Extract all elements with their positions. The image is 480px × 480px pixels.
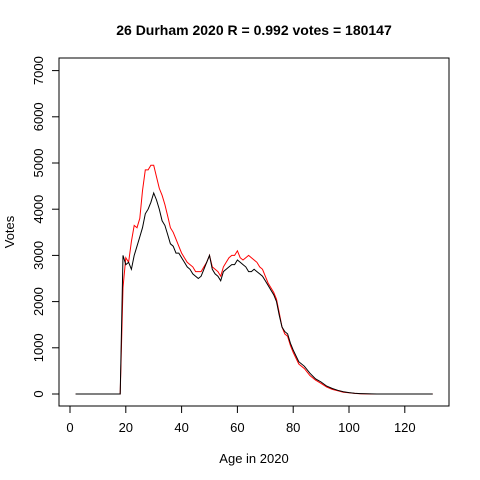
- chart-title: 26 Durham 2020 R = 0.992 votes = 180147: [116, 22, 392, 38]
- x-axis-label: Age in 2020: [219, 451, 288, 466]
- x-axis: 0 20 40 60 80 100 120: [66, 406, 416, 435]
- x-tick-label: 60: [230, 420, 244, 435]
- y-tick-label: 5000: [31, 149, 46, 178]
- y-tick-label: 3000: [31, 241, 46, 270]
- x-tick-label: 40: [174, 420, 188, 435]
- y-tick-label: 0: [31, 390, 46, 397]
- x-tick-label: 20: [119, 420, 133, 435]
- x-tick-label: 120: [394, 420, 416, 435]
- y-tick-label: 2000: [31, 287, 46, 316]
- y-tick-label: 4000: [31, 195, 46, 224]
- plot-frame: [58, 57, 450, 407]
- series-group: [75, 164, 433, 395]
- y-axis: 0 1000 2000 3000 4000 5000 6000 7000: [31, 56, 59, 398]
- series-line-red: [75, 164, 433, 395]
- y-tick-label: 1000: [31, 333, 46, 362]
- y-tick-label: 7000: [31, 56, 46, 85]
- series-line-black: [75, 191, 433, 395]
- x-tick-label: 80: [286, 420, 300, 435]
- x-tick-label: 100: [338, 420, 360, 435]
- y-axis-label: Votes: [2, 215, 17, 248]
- y-tick-label: 6000: [31, 102, 46, 131]
- x-tick-label: 0: [66, 420, 73, 435]
